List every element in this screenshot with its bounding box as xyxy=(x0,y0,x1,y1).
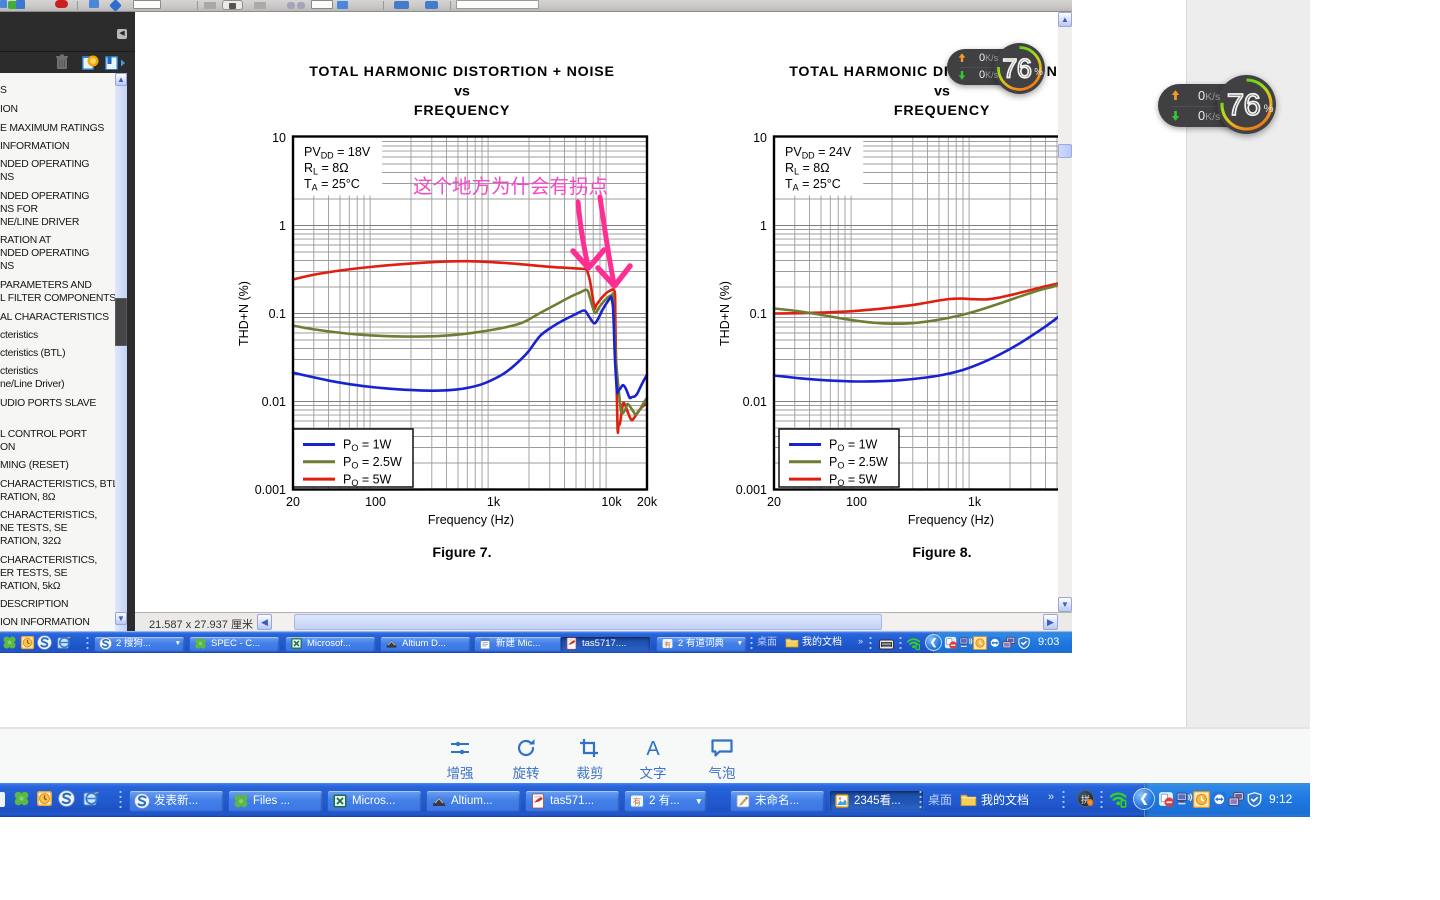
svg-text:0.001: 0.001 xyxy=(736,483,767,497)
svg-text:1k: 1k xyxy=(968,495,982,509)
svg-text:RL = 8Ω: RL = 8Ω xyxy=(785,161,830,177)
svg-text:100: 100 xyxy=(365,495,386,509)
svg-text:0.1: 0.1 xyxy=(269,307,286,321)
svg-text:FREQUENCY: FREQUENCY xyxy=(894,103,990,119)
svg-text:0.1: 0.1 xyxy=(750,307,767,321)
svg-text:PO = 2.5W: PO = 2.5W xyxy=(829,455,888,471)
svg-text:1: 1 xyxy=(760,219,767,233)
svg-text:TA = 25°C: TA = 25°C xyxy=(304,177,360,193)
svg-text:%: % xyxy=(1264,103,1274,115)
svg-text:有: 有 xyxy=(664,639,671,648)
svg-text:这个地方为什会有拐点: 这个地方为什会有拐点 xyxy=(413,176,608,198)
svg-text:20k: 20k xyxy=(637,495,658,509)
svg-text:10: 10 xyxy=(753,131,767,145)
svg-text:RL = 8Ω: RL = 8Ω xyxy=(304,161,349,177)
svg-text:PVDD = 18V: PVDD = 18V xyxy=(304,145,371,161)
svg-text:%: % xyxy=(1034,67,1043,78)
svg-text:20: 20 xyxy=(286,495,300,509)
svg-text:TOTAL HARMONIC DISTORTION + NO: TOTAL HARMONIC DISTORTION + NOISE xyxy=(309,64,615,80)
svg-text:PO = 1W: PO = 1W xyxy=(343,438,392,454)
svg-text:有: 有 xyxy=(633,797,641,807)
svg-text:TA = 25°C: TA = 25°C xyxy=(785,177,841,193)
svg-text:Figure 8.: Figure 8. xyxy=(912,545,971,561)
svg-text:1k: 1k xyxy=(487,495,501,509)
svg-text:Frequency (Hz): Frequency (Hz) xyxy=(908,513,994,527)
svg-text:PVDD = 24V: PVDD = 24V xyxy=(785,145,852,161)
svg-text:THD+N (%): THD+N (%) xyxy=(237,281,251,346)
svg-text:THD+N (%): THD+N (%) xyxy=(718,281,732,346)
svg-text:vs: vs xyxy=(454,84,470,100)
svg-text:0.01: 0.01 xyxy=(262,395,286,409)
svg-text:PO = 5W: PO = 5W xyxy=(829,472,878,488)
svg-text:vs: vs xyxy=(934,84,950,100)
svg-text:20: 20 xyxy=(767,495,781,509)
svg-text:76: 76 xyxy=(1227,87,1260,122)
svg-text:0.01: 0.01 xyxy=(743,395,767,409)
svg-text:FREQUENCY: FREQUENCY xyxy=(414,103,510,119)
svg-text:PO = 1W: PO = 1W xyxy=(829,438,878,454)
svg-text:76: 76 xyxy=(1002,54,1031,84)
svg-text:10k: 10k xyxy=(601,495,622,509)
svg-text:0.001: 0.001 xyxy=(255,483,286,497)
svg-text:1: 1 xyxy=(279,219,286,233)
svg-text:PO = 2.5W: PO = 2.5W xyxy=(343,455,402,471)
svg-text:10: 10 xyxy=(272,131,286,145)
svg-text:Figure 7.: Figure 7. xyxy=(432,545,491,561)
svg-text:100: 100 xyxy=(846,495,867,509)
svg-text:Frequency (Hz): Frequency (Hz) xyxy=(428,513,514,527)
svg-text:A: A xyxy=(646,738,660,758)
svg-text:PO = 5W: PO = 5W xyxy=(343,472,392,488)
